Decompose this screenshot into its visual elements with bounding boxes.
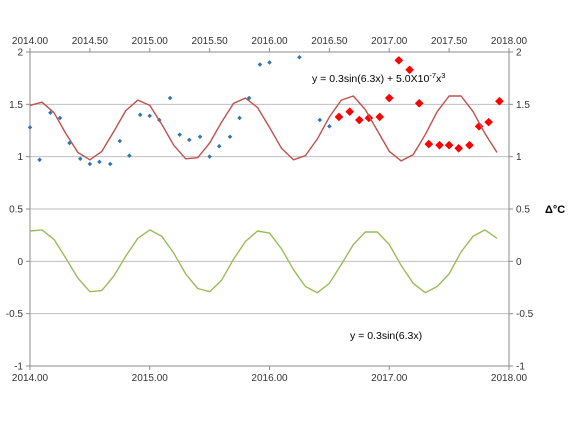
data-point-blue [37, 157, 42, 163]
data-point-red [444, 140, 454, 150]
x-tick-label-bottom: 2015.00 [132, 373, 169, 384]
series-line-2 [29, 95, 498, 162]
x-tick-label-bottom: 2016.00 [251, 373, 288, 384]
data-point-blue [107, 161, 113, 167]
data-point-blue [237, 115, 242, 121]
annotation-combined-formula: y = 0.3sin(6.3x) + 5.0X10-7x3 [312, 71, 445, 85]
data-point-red [414, 98, 424, 108]
y-tick-label-right: 1 [516, 152, 522, 163]
series-layer [27, 54, 504, 294]
data-point-blue [137, 112, 143, 118]
x-tick-label-top: 2014.00 [12, 36, 49, 47]
data-point-red [465, 140, 474, 150]
y-tick-label-left: 0 [17, 257, 23, 268]
data-point-blue [87, 161, 93, 167]
y-tick-label-left: 0.5 [9, 205, 23, 216]
x-tick-label-bottom: 2014.00 [12, 373, 49, 384]
data-point-blue [187, 137, 192, 143]
y-tick-label-left: 1.5 [9, 100, 23, 111]
y-tick-label-right: 2 [516, 48, 522, 59]
data-point-blue [207, 154, 212, 159]
y-tick-label-left: 1 [17, 152, 23, 163]
x-tick-label-top: 2015.50 [192, 36, 229, 47]
x-tick-label-top: 2016.50 [311, 36, 348, 47]
data-point-blue [48, 110, 53, 115]
data-point-blue [78, 156, 83, 162]
y-tick-label-left: -1 [14, 362, 23, 373]
data-point-red [375, 112, 384, 122]
data-point-blue [327, 124, 332, 129]
data-point-blue [297, 54, 302, 60]
grid-layer [30, 51, 509, 367]
y-tick-label-right: 1.5 [516, 100, 530, 111]
x-tick-label-top: 2016.00 [251, 36, 288, 47]
data-point-red [405, 65, 414, 75]
x-tick-label-top: 2014.50 [72, 36, 109, 47]
data-point-blue [167, 95, 173, 101]
data-point-red [474, 122, 484, 131]
data-point-red [355, 115, 364, 125]
data-point-red [424, 139, 434, 149]
data-point-blue [197, 134, 203, 140]
data-point-red [454, 143, 464, 153]
data-point-blue [147, 113, 153, 119]
data-point-red [394, 56, 404, 65]
data-point-red [495, 96, 504, 106]
data-point-blue [257, 62, 263, 67]
x-tick-label-top: 2018.00 [491, 36, 528, 47]
data-point-red [345, 107, 355, 116]
x-tick-label-top: 2017.50 [431, 36, 468, 47]
series-line-3 [29, 229, 498, 294]
x-tick-label-bottom: 2017.00 [371, 373, 408, 384]
data-point-red [334, 112, 344, 122]
data-point-blue [317, 117, 323, 123]
y-tick-label-right: 0 [516, 257, 522, 268]
x-tick-label-top: 2017.00 [371, 36, 408, 47]
data-point-blue [216, 143, 222, 149]
y-tick-label-left: -0.5 [6, 309, 24, 320]
data-point-blue [27, 125, 33, 130]
data-point-red [364, 113, 374, 123]
data-point-blue [97, 159, 102, 165]
y-axis-label-right: Δ°C [545, 204, 565, 216]
data-point-blue [227, 134, 233, 140]
y-tick-label-right: -0.5 [516, 309, 534, 320]
data-point-blue [267, 60, 272, 65]
annotation-sine-formula: y = 0.3sin(6.3x) [350, 330, 422, 342]
data-point-red [435, 140, 444, 150]
y-tick-label-right: -1 [516, 362, 525, 373]
data-point-blue [177, 132, 182, 137]
data-point-red [384, 93, 394, 103]
y-tick-label-right: 0.5 [516, 205, 530, 216]
axis-layer [26, 48, 513, 370]
data-point-blue [127, 153, 132, 158]
x-tick-label-bottom: 2018.00 [491, 373, 528, 384]
data-point-blue [117, 138, 123, 144]
data-point-red [484, 117, 493, 127]
x-tick-label-top: 2015.00 [132, 36, 169, 47]
y-tick-label-left: 2 [17, 48, 23, 59]
